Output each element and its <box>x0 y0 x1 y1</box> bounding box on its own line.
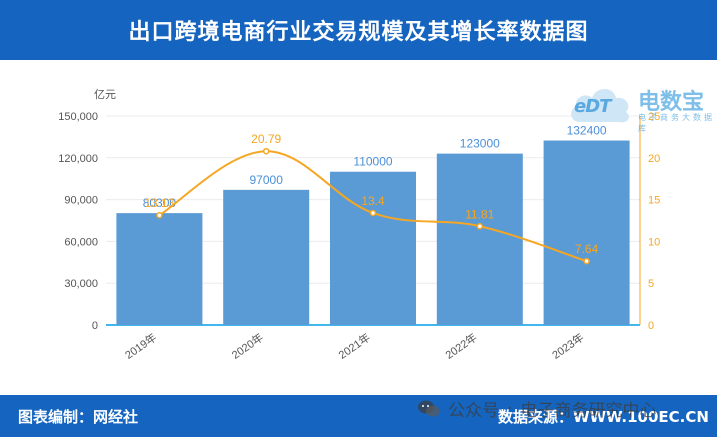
bar-value-label: 132400 <box>567 124 607 138</box>
footer-source: 数据来源：WWW.100EC.CN <box>498 408 709 426</box>
x-tick-label: 2023年 <box>549 330 586 362</box>
footer-bar: 图表编制：网经社 数据来源：WWW.100EC.CN <box>0 395 717 437</box>
watermark-account-label: 公众号 <box>448 401 499 421</box>
y2-tick-label: 5 <box>648 278 654 290</box>
x-tick-label: 2019年 <box>122 330 159 362</box>
line-value-label: 7.64 <box>575 242 599 256</box>
x-tick-label: 2020年 <box>229 330 266 362</box>
bar-value-label: 80300 <box>143 196 177 210</box>
chart-area: 0 30,000 60,000 90,000 120,000 150,000 0 5 10 15 2… <box>0 60 717 395</box>
bar <box>436 153 523 325</box>
watermark: 公众号 · 电子商务研究中心 <box>418 396 656 421</box>
chart: 0 30,000 60,000 90,000 120,000 150,000 0 5 10 15 2… <box>58 88 660 362</box>
line-point <box>369 209 377 217</box>
line-value-label: 20.79 <box>251 132 281 146</box>
y-tick-label: 150,000 <box>58 111 98 123</box>
line-point <box>156 211 163 219</box>
bar-value-label: 110000 <box>353 155 392 169</box>
y2-tick-label: 15 <box>648 195 660 207</box>
y2-tick-label: 0 <box>648 320 654 332</box>
logo-brand: 电数宝 <box>638 90 705 115</box>
bar <box>116 213 203 325</box>
footer-credit: 图表编制：网经社 <box>18 408 139 426</box>
logo-mark: eDT <box>574 96 611 117</box>
y-tick-label: 90,000 <box>64 195 98 207</box>
line-value-label: 13.13 <box>144 196 174 210</box>
y-tick-label: 30,000 <box>64 278 98 290</box>
line-value-label: 13.4 <box>361 194 385 208</box>
watermark-separator: · <box>507 398 513 419</box>
bar <box>543 140 630 325</box>
y2-tick-label: 20 <box>648 153 660 165</box>
bar-value-label: 97000 <box>250 173 284 187</box>
logo-subtitle: 电子商务大数据库 <box>638 113 715 133</box>
header-bar: 出口跨境电商行业交易规模及其增长率数据图 <box>0 0 717 60</box>
line-value-label: 11.81 <box>465 207 494 221</box>
y-axis-label: 亿元 <box>94 88 116 101</box>
logo: eDT 电数宝 电子商务大数据库 <box>566 82 716 133</box>
bar <box>223 189 310 325</box>
wechat-icon <box>418 400 440 416</box>
y-tick-label: 60,000 <box>64 236 98 248</box>
cloud-logo-icon <box>571 89 629 123</box>
y-tick-label: 0 <box>92 320 98 332</box>
x-tick-label: 2022年 <box>442 330 479 362</box>
line-point <box>262 147 270 155</box>
line-point <box>476 223 484 230</box>
watermark-account-name: 电子商务研究中心 <box>520 401 657 421</box>
y-tick-label: 120,000 <box>58 153 98 165</box>
chart-title: 出口跨境电商行业交易规模及其增长率数据图 <box>128 20 589 45</box>
bar-value-label: 123000 <box>460 137 500 151</box>
line-point <box>583 257 590 265</box>
y2-tick-label: 25 <box>648 111 660 123</box>
x-tick-label: 2021年 <box>336 330 373 362</box>
y2-tick-label: 10 <box>648 236 660 248</box>
